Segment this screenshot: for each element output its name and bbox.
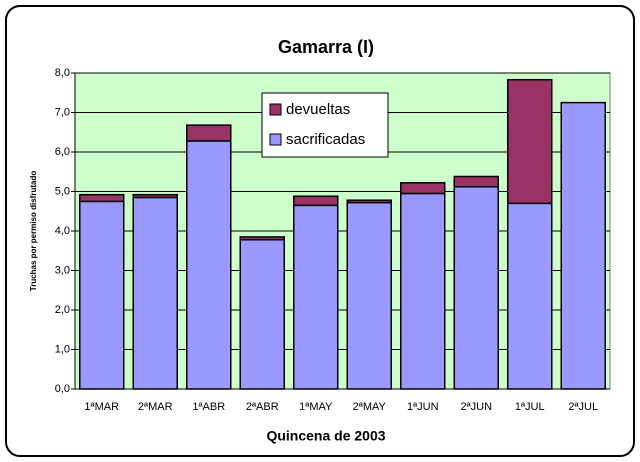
- x-tick-label: 2ªABR: [246, 401, 279, 413]
- x-tick-label: 2ªJUL: [568, 401, 598, 413]
- y-tick-label: 8,0: [55, 67, 70, 79]
- bar-segment: [453, 175, 499, 188]
- bar-segment: [239, 238, 285, 390]
- bar-segment: [79, 193, 125, 203]
- y-tick-label: 2,0: [55, 304, 70, 316]
- chart-title: Gamarra (I): [278, 37, 374, 57]
- y-tick-label: 3,0: [55, 264, 70, 276]
- y-tick-label: 1,0: [55, 343, 70, 355]
- bar-segment: [560, 101, 606, 390]
- bar-segment: [132, 196, 178, 390]
- legend-swatch: [269, 133, 282, 146]
- x-tick-label: 2ªMAY: [353, 401, 387, 413]
- y-tick-label: 6,0: [55, 146, 70, 158]
- bar-segment: [239, 236, 285, 241]
- legend-label: sacrificadas: [286, 131, 365, 148]
- legend-swatch: [269, 103, 282, 116]
- bar-segment: [293, 195, 339, 207]
- x-tick-label: 1ªMAY: [299, 401, 333, 413]
- bar-segment: [507, 78, 553, 205]
- bar-segment: [79, 200, 125, 390]
- bar-segment: [346, 199, 392, 204]
- bar-segment: [186, 124, 232, 142]
- x-tick-label: 2ªMAR: [138, 401, 173, 413]
- x-tick-label: 2ªJUN: [460, 401, 492, 413]
- bar-segment: [186, 140, 232, 390]
- y-tick-label: 0,0: [55, 383, 70, 395]
- bar-segment: [400, 192, 446, 390]
- y-tick-label: 4,0: [55, 225, 70, 237]
- bar-segment: [293, 204, 339, 390]
- legend: [261, 92, 389, 158]
- x-tick-label: 1ªJUL: [515, 401, 545, 413]
- x-tick-label: 1ªJUN: [407, 401, 439, 413]
- x-tick-label: 1ªABR: [192, 401, 225, 413]
- bar-segment: [132, 193, 178, 199]
- x-axis-label: Quincena de 2003: [266, 428, 385, 444]
- bar-segment: [346, 201, 392, 390]
- legend-label: devueltas: [286, 101, 350, 118]
- bar-segment: [507, 202, 553, 390]
- y-tick-label: 5,0: [55, 185, 70, 197]
- bar-segment: [400, 182, 446, 195]
- y-tick-label: 7,0: [55, 106, 70, 118]
- bar-segment: [453, 186, 499, 390]
- x-tick-label: 1ªMAR: [84, 401, 119, 413]
- y-axis-label: Truchas por permiso disfrutado: [29, 171, 38, 292]
